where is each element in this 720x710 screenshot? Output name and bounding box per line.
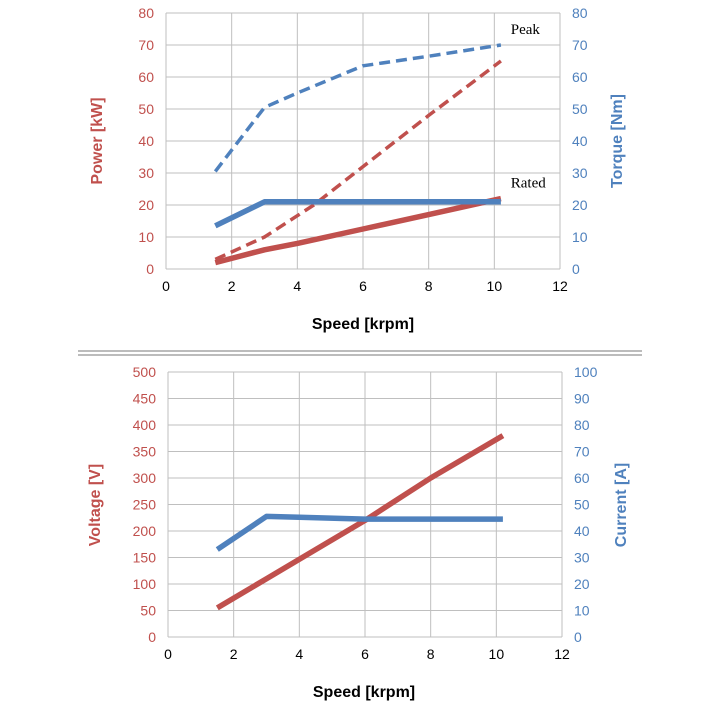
x-tick-label: 10 bbox=[487, 278, 503, 294]
x-axis-title: Speed [krpm] bbox=[313, 684, 415, 701]
right-axis-solid-series-line bbox=[215, 513, 503, 552]
left-y-tick-label: 200 bbox=[133, 523, 157, 539]
x-tick-label: 0 bbox=[162, 278, 170, 294]
right-axis-title: Current [A] bbox=[613, 463, 630, 547]
right-y-tick-label: 0 bbox=[572, 261, 580, 277]
right-y-tick-label: 90 bbox=[574, 391, 590, 407]
left-y-tick-label: 10 bbox=[138, 229, 154, 245]
x-axis-title: Speed [krpm] bbox=[312, 316, 414, 333]
left-axis-title: Power [kW] bbox=[89, 97, 106, 184]
left-axis-dashed-series-line bbox=[214, 59, 502, 261]
left-y-tick-label: 250 bbox=[133, 497, 157, 513]
x-tick-label: 0 bbox=[164, 646, 172, 662]
x-tick-label: 12 bbox=[554, 646, 570, 662]
x-tick-label: 6 bbox=[361, 646, 369, 662]
left-axis-ticks: 0 50 100 150 200 250 300 350 400 450 500 bbox=[133, 364, 157, 645]
right-axis-solid-series-line bbox=[214, 199, 501, 229]
left-y-tick-label: 20 bbox=[138, 197, 154, 213]
left-y-tick-label: 60 bbox=[138, 69, 154, 85]
right-y-tick-label: 10 bbox=[574, 603, 590, 619]
left-y-tick-label: 500 bbox=[133, 364, 157, 380]
left-y-tick-label: 50 bbox=[138, 101, 154, 117]
right-axis-ticks: 0 10 20 30 40 50 60 70 80 bbox=[572, 5, 588, 277]
x-tick-label: 12 bbox=[552, 278, 568, 294]
left-axis-title: Voltage [V] bbox=[87, 464, 104, 546]
left-axis-solid-series-line bbox=[215, 433, 505, 611]
right-y-tick-label: 100 bbox=[574, 364, 598, 380]
annotation-rated: Rated bbox=[511, 175, 546, 191]
right-y-tick-label: 60 bbox=[574, 470, 590, 486]
right-y-tick-label: 70 bbox=[574, 444, 590, 460]
x-tick-label: 2 bbox=[228, 278, 236, 294]
left-y-tick-label: 50 bbox=[140, 603, 156, 619]
right-y-tick-label: 50 bbox=[574, 497, 590, 513]
x-tick-label: 2 bbox=[230, 646, 238, 662]
x-tick-label: 10 bbox=[489, 646, 505, 662]
left-y-tick-label: 300 bbox=[133, 470, 157, 486]
x-axis-ticks: 0 2 4 6 8 10 12 bbox=[162, 278, 568, 294]
left-y-tick-label: 40 bbox=[138, 133, 154, 149]
left-y-tick-label: 80 bbox=[138, 5, 154, 21]
x-tick-label: 8 bbox=[425, 278, 433, 294]
power-torque-chart: 0 10 20 30 40 50 60 70 80 0 10 20 30 40 50 60 70 80 0 2 4 6… bbox=[89, 5, 626, 333]
annotation-peak: Peak bbox=[511, 22, 541, 38]
left-y-tick-label: 70 bbox=[138, 37, 154, 53]
x-axis-ticks: 0 2 4 6 8 10 12 bbox=[164, 646, 570, 662]
left-y-tick-label: 0 bbox=[148, 629, 156, 645]
gridlines bbox=[165, 12, 561, 270]
right-axis-ticks: 0 10 20 30 40 50 60 70 80 90 100 bbox=[574, 364, 598, 645]
left-axis-solid-series-line bbox=[214, 195, 502, 266]
x-tick-label: 4 bbox=[295, 646, 303, 662]
x-tick-label: 4 bbox=[293, 278, 301, 294]
series-layer bbox=[215, 433, 505, 611]
x-tick-label: 8 bbox=[427, 646, 435, 662]
right-y-tick-label: 70 bbox=[572, 37, 588, 53]
left-y-tick-label: 450 bbox=[133, 391, 157, 407]
right-y-tick-label: 40 bbox=[574, 523, 590, 539]
left-y-tick-label: 0 bbox=[146, 261, 154, 277]
right-y-tick-label: 80 bbox=[574, 417, 590, 433]
right-y-tick-label: 40 bbox=[572, 133, 588, 149]
left-y-tick-label: 30 bbox=[138, 165, 154, 181]
gridlines bbox=[167, 371, 563, 638]
right-y-tick-label: 0 bbox=[574, 629, 582, 645]
right-y-tick-label: 30 bbox=[572, 165, 588, 181]
right-y-tick-label: 10 bbox=[572, 229, 588, 245]
right-y-tick-label: 80 bbox=[572, 5, 588, 21]
left-y-tick-label: 150 bbox=[133, 550, 157, 566]
left-y-tick-label: 350 bbox=[133, 444, 157, 460]
left-y-tick-label: 400 bbox=[133, 417, 157, 433]
annotations: Peak Rated bbox=[511, 22, 546, 192]
series-layer bbox=[213, 43, 502, 266]
left-y-tick-label: 100 bbox=[133, 576, 157, 592]
right-y-tick-label: 30 bbox=[574, 550, 590, 566]
right-y-tick-label: 50 bbox=[572, 101, 588, 117]
right-y-tick-label: 20 bbox=[574, 576, 590, 592]
right-y-tick-label: 20 bbox=[572, 197, 588, 213]
left-axis-ticks: 0 10 20 30 40 50 60 70 80 bbox=[138, 5, 154, 277]
right-axis-title: Torque [Nm] bbox=[609, 94, 626, 188]
right-y-tick-label: 60 bbox=[572, 69, 588, 85]
x-tick-label: 6 bbox=[359, 278, 367, 294]
